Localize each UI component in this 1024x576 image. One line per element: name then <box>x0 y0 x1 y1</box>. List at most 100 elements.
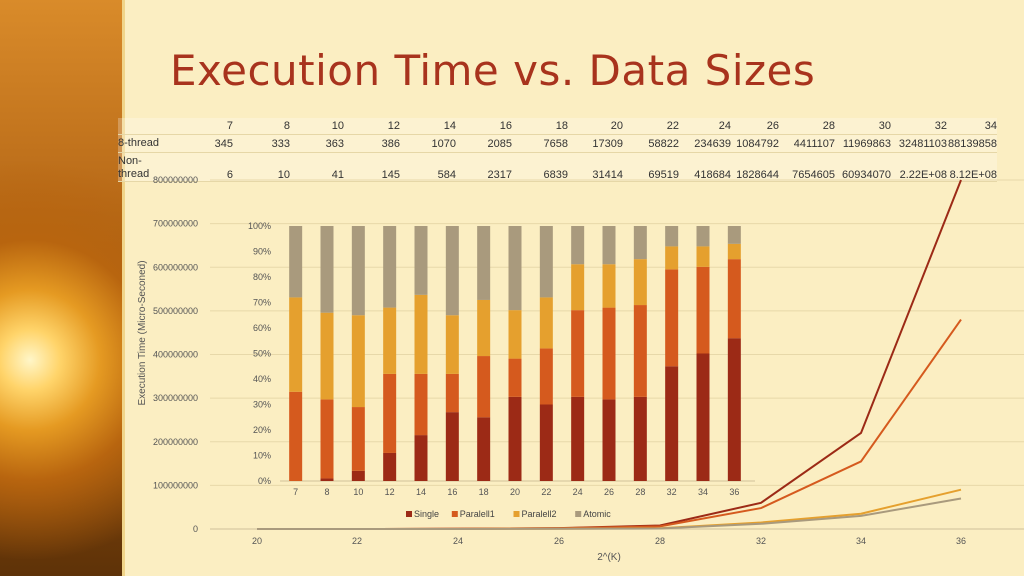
y-tick-label: 300000000 <box>153 393 198 403</box>
bar-x-tick-label: 28 <box>635 487 645 497</box>
page-title: Execution Time vs. Data Sizes <box>170 46 816 95</box>
bar-segment <box>665 226 679 247</box>
bar-segment <box>320 312 334 400</box>
x-tick-label: 34 <box>856 536 866 546</box>
bar-x-tick-label: 20 <box>510 487 520 497</box>
bar-segment <box>727 338 741 481</box>
bar-y-tick-label: 80% <box>253 272 271 282</box>
bar-segment <box>539 348 553 405</box>
table-header-cell: 7 <box>176 118 233 135</box>
bar-segment <box>508 358 522 397</box>
bar-segment <box>351 407 365 471</box>
bar-segment <box>383 307 397 374</box>
bar-segment <box>602 399 616 481</box>
bar-x-tick-label: 14 <box>416 487 426 497</box>
bar-segment <box>602 307 616 400</box>
y-tick-label: 200000000 <box>153 437 198 447</box>
bar-segment <box>571 396 585 481</box>
bar-segment <box>696 353 710 481</box>
table-cell: 333 <box>233 134 290 153</box>
table-header-cell: 26 <box>731 118 779 135</box>
x-tick-label: 24 <box>453 536 463 546</box>
bar-segment <box>571 226 585 265</box>
bar-y-tick-label: 70% <box>253 298 271 308</box>
bar-segment <box>571 264 585 311</box>
data-table: 7 8 10 12 14 16 18 20 22 24 26 28 30 32 34 8-thread 345 3… <box>118 118 997 182</box>
bar-y-tick-label: 20% <box>253 425 271 435</box>
bar-x-tick-label: 26 <box>604 487 614 497</box>
bar-segment <box>289 297 303 392</box>
table-cell: 6 <box>176 152 233 182</box>
table-header-cell: 8 <box>233 118 290 135</box>
y-tick-label: 400000000 <box>153 350 198 360</box>
table-cell: 60934070 <box>835 152 891 182</box>
table-cell: 10 <box>233 152 290 182</box>
table-header-cell: 12 <box>344 118 400 135</box>
legend-swatch <box>513 511 520 517</box>
bar-y-tick-label: 0% <box>258 476 271 486</box>
table-cell: 386 <box>344 134 400 153</box>
bar-segment <box>539 297 553 349</box>
table-cell: 88139858 <box>947 134 997 153</box>
table-header-cell: 30 <box>835 118 891 135</box>
bar-segment <box>696 226 710 247</box>
y-tick-label: 700000000 <box>153 219 198 229</box>
bar-segment <box>445 226 459 316</box>
bar-x-tick-label: 24 <box>573 487 583 497</box>
bar-segment <box>539 404 553 481</box>
table-row: 8-thread 345 333 363 386 1070 2085 7658 17309 588… <box>118 134 997 153</box>
bar-segment <box>351 226 365 316</box>
bar-segment <box>665 246 679 270</box>
bar-segment <box>320 399 334 479</box>
bar-segment <box>289 391 303 481</box>
table-cell: 4411107 <box>779 134 835 153</box>
table-cell: 584 <box>400 152 456 182</box>
table-cell: 2085 <box>456 134 512 153</box>
table-cell: 69519 <box>623 152 679 182</box>
bar-segment <box>508 310 522 359</box>
bar-x-tick-label: 18 <box>479 487 489 497</box>
bar-segment <box>289 226 303 298</box>
y-axis-label: Execution Time (Micro-Seconed) <box>137 260 148 405</box>
bar-segment <box>508 396 522 481</box>
background-edge <box>122 0 125 576</box>
x-tick-label: 36 <box>956 536 966 546</box>
legend-swatch <box>451 511 458 517</box>
bar-segment <box>414 294 428 374</box>
table-header-cell: 10 <box>290 118 344 135</box>
bar-segment <box>665 269 679 367</box>
table-cell: 363 <box>290 134 344 153</box>
table-cell: 6839 <box>512 152 568 182</box>
bar-segment <box>351 470 365 481</box>
bar-x-tick-label: 32 <box>667 487 677 497</box>
legend-label: Paralell2 <box>522 509 557 519</box>
bar-segment <box>508 226 522 311</box>
table-cell: 1070 <box>400 134 456 153</box>
table-header-cell: 34 <box>947 118 997 135</box>
table-cell: 2317 <box>456 152 512 182</box>
table-cell: 32481103 <box>891 134 947 153</box>
bar-y-tick-label: 100% <box>248 221 271 231</box>
bar-segment <box>351 315 365 408</box>
table-cell: 145 <box>344 152 400 182</box>
bar-x-tick-label: 16 <box>447 487 457 497</box>
bar-segment <box>602 226 616 265</box>
bar-segment <box>571 310 585 397</box>
table-cell: 31414 <box>568 152 623 182</box>
bar-segment <box>445 373 459 413</box>
legend-label: Single <box>414 509 439 519</box>
table-header-cell: 24 <box>679 118 731 135</box>
bar-segment <box>383 452 397 481</box>
table-cell: 1084792 <box>731 134 779 153</box>
bar-segment <box>727 243 741 260</box>
table-corner <box>118 118 176 135</box>
bar-segment <box>633 259 647 306</box>
legend-label: Atomic <box>583 509 611 519</box>
bar-segment <box>320 478 334 481</box>
table-cell: 8.12E+08 <box>947 152 997 182</box>
table-cell: 58822 <box>623 134 679 153</box>
bar-segment <box>477 299 491 357</box>
x-tick-label: 28 <box>655 536 665 546</box>
bar-segment <box>633 305 647 397</box>
